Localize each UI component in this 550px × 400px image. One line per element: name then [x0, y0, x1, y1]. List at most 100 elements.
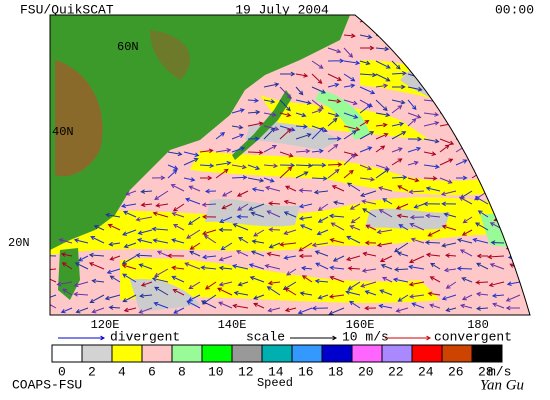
wind-arrow — [247, 109, 261, 115]
wind-arrow — [439, 158, 454, 166]
wind-arrow — [167, 151, 183, 157]
wind-arrow — [505, 212, 521, 218]
wind-arrow — [343, 130, 357, 140]
wind-arrow — [215, 160, 232, 166]
wind-arrow — [317, 216, 329, 223]
wind-arrow — [359, 176, 375, 182]
wind-arrow — [397, 185, 409, 192]
wind-arrow — [327, 58, 345, 64]
wind-arrow — [263, 127, 276, 140]
wind-arrow — [391, 158, 403, 166]
wind-arrow — [487, 99, 502, 108]
wind-arrow — [490, 202, 505, 208]
wind-arrow — [140, 202, 153, 208]
wind-arrow — [167, 253, 185, 259]
wind-arrow — [267, 307, 281, 313]
wind-arrow — [295, 132, 312, 140]
wind-arrow — [391, 30, 405, 36]
wind-arrow — [359, 146, 373, 153]
wind-arrow — [50, 275, 57, 283]
wind-arrow — [343, 73, 356, 82]
wind-arrow — [183, 177, 196, 182]
wind-arrow — [349, 203, 361, 210]
wind-arrow — [263, 125, 280, 132]
wind-arrow — [135, 216, 153, 222]
wind-arrow — [171, 211, 185, 218]
wind-arrow — [379, 255, 393, 263]
wind-arrow — [410, 237, 425, 244]
wind-arrow — [152, 238, 169, 244]
wind-arrow — [407, 160, 419, 166]
convergent-arrow — [385, 335, 432, 341]
wind-arrow — [311, 99, 324, 110]
lon-label: 180 — [467, 318, 489, 332]
wind-arrow — [298, 253, 313, 259]
wind-arrow — [136, 238, 153, 244]
wind-arrow — [90, 235, 105, 244]
wind-arrow — [519, 60, 530, 73]
wind-arrow — [475, 291, 489, 297]
wind-arrow — [120, 203, 137, 209]
wind-arrow — [74, 262, 89, 270]
wind-arrow — [391, 84, 406, 90]
wind-arrow — [263, 177, 275, 183]
wind-arrow — [346, 235, 361, 244]
wind-arrow — [439, 56, 456, 62]
wind-arrow — [311, 242, 329, 248]
wind-arrow — [315, 262, 329, 270]
wind-arrow — [427, 291, 441, 297]
wind-arrow — [375, 46, 390, 52]
wind-arrow — [459, 249, 473, 257]
colorbar-label: 6 — [148, 364, 156, 379]
wind-arrow — [439, 33, 455, 39]
wind-arrow — [455, 159, 468, 166]
wind-arrow — [327, 47, 342, 54]
wind-arrow — [279, 151, 294, 158]
wind-arrow — [329, 275, 345, 283]
wind-arrow — [285, 185, 297, 192]
wind-arrow — [279, 125, 296, 132]
wind-arrow — [471, 107, 483, 114]
wind-arrow — [50, 267, 57, 273]
wind-arrow — [247, 150, 264, 155]
wind-arrow — [359, 131, 375, 140]
wind-arrow — [407, 118, 417, 127]
wind-arrow — [171, 265, 185, 271]
wind-arrow — [392, 277, 409, 283]
wind-arrow — [423, 151, 437, 157]
wind-arrow — [247, 136, 260, 142]
wind-arrow — [445, 281, 457, 289]
colorbar-swatch — [351, 344, 383, 363]
wind-arrow — [477, 210, 489, 218]
wind-arrow — [391, 71, 407, 76]
wind-arrow — [91, 307, 105, 314]
wind-arrow — [327, 98, 342, 104]
wind-arrow — [455, 83, 473, 88]
colorbar-label: 4 — [118, 364, 126, 379]
wind-arrow — [375, 145, 386, 153]
wind-arrow — [458, 196, 473, 205]
wind-arrow — [268, 242, 281, 249]
wind-arrow — [519, 99, 530, 109]
wind-arrow — [471, 95, 489, 101]
wind-arrow — [408, 281, 425, 287]
wind-arrow — [461, 277, 473, 283]
wind-arrow — [391, 20, 408, 26]
wind-arrow — [359, 45, 375, 51]
wind-arrow — [238, 236, 249, 244]
colorbar-swatch — [321, 344, 353, 363]
wind-arrow — [232, 223, 249, 231]
wind-arrow — [471, 21, 482, 30]
wind-arrow — [439, 99, 454, 110]
wind-arrow — [93, 225, 105, 231]
wind-arrow — [140, 281, 153, 287]
colorbar-label: 28 — [478, 364, 494, 379]
wind-arrow — [425, 186, 441, 192]
wind-arrow — [300, 265, 313, 271]
wind-arrow — [455, 34, 468, 40]
wind-arrow — [316, 229, 329, 236]
wind-arrow — [122, 210, 137, 218]
wind-arrow — [138, 263, 153, 270]
wind-arrow — [391, 105, 403, 114]
wind-arrow — [73, 238, 89, 244]
